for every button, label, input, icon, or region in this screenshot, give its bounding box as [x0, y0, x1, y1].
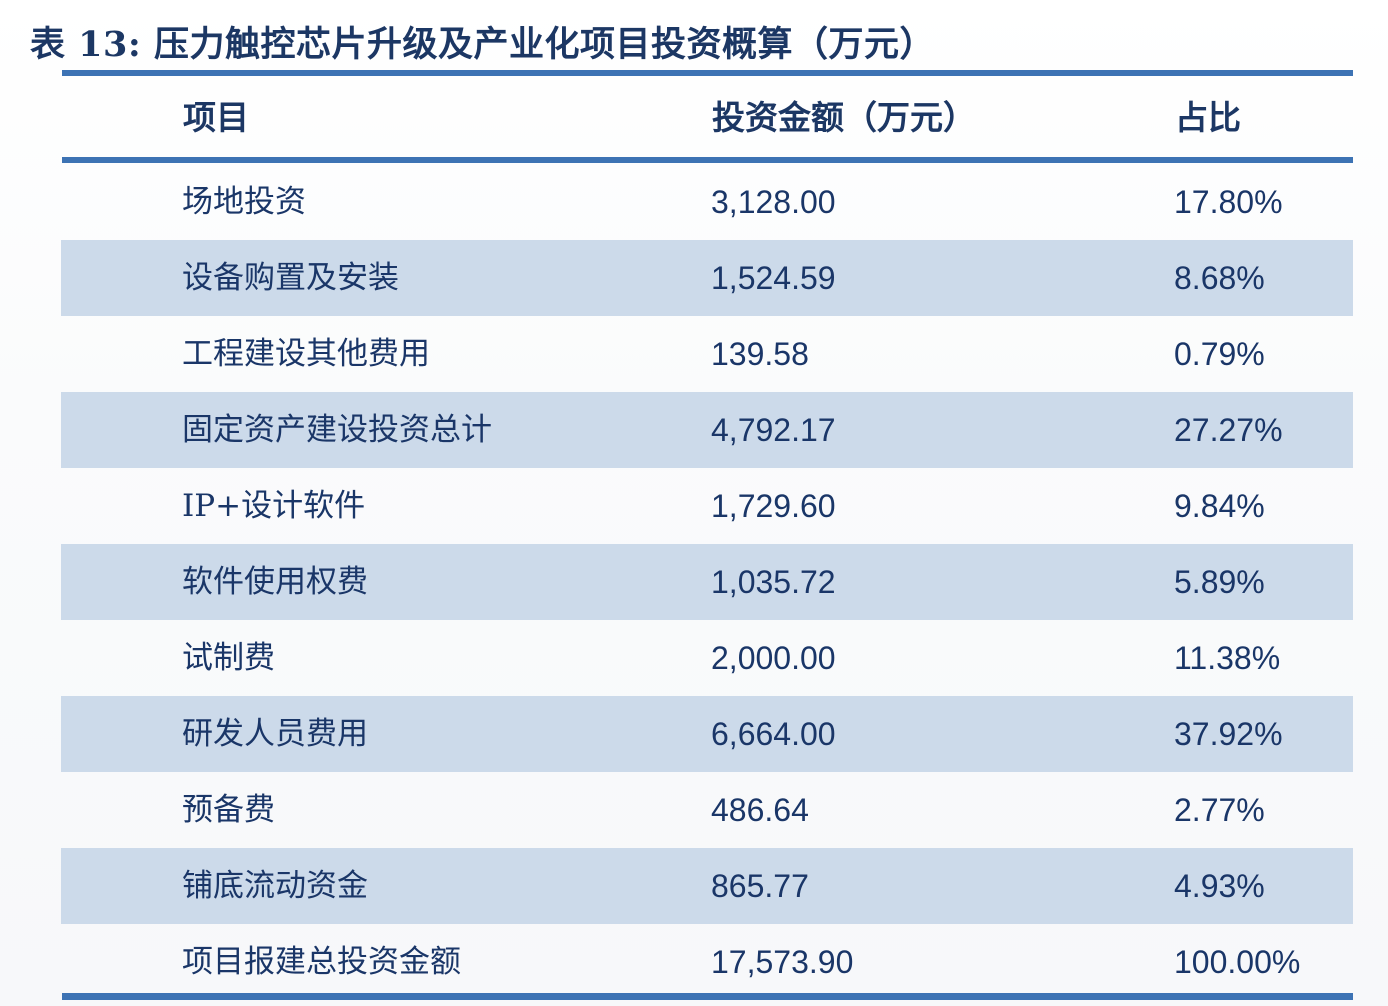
cell-investment-amount: 1,729.60: [711, 488, 836, 524]
table-row: 研发人员费用 6,664.00 37.92%: [61, 696, 1353, 772]
cell-investment-amount: 6,664.00: [711, 716, 836, 752]
cell-item-name: 研发人员费用: [182, 716, 368, 752]
table-row: 预备费 486.64 2.77%: [61, 772, 1353, 848]
cell-ratio-percent: 11.38%: [1174, 640, 1281, 676]
cell-ratio-percent: 2.77%: [1174, 792, 1265, 828]
table-body: 场地投资 3,128.00 17.80% 设备购置及安装 1,524.59 8.68% 工程…: [61, 164, 1353, 1000]
cell-investment-amount: 3,128.00: [711, 184, 836, 220]
cell-item-name: 铺底流动资金: [182, 868, 368, 904]
cell-investment-amount: 17,573.90: [711, 944, 854, 980]
table-row: 固定资产建设投资总计 4,792.17 27.27%: [61, 392, 1353, 468]
cell-investment-amount: 865.77: [711, 868, 809, 904]
cell-ratio-percent: 100.00%: [1174, 944, 1301, 980]
rule-top: [62, 70, 1353, 76]
cell-investment-amount: 486.64: [711, 792, 809, 828]
cell-item-name: 场地投资: [182, 184, 306, 220]
table-row: 设备购置及安装 1,524.59 8.68%: [61, 240, 1353, 316]
cell-investment-amount: 2,000.00: [711, 640, 836, 676]
cell-ratio-percent: 9.84%: [1174, 488, 1265, 524]
cell-item-name: 项目报建总投资金额: [182, 944, 461, 980]
table-row: 工程建设其他费用 139.58 0.79%: [61, 316, 1353, 392]
cell-item-name: 软件使用权费: [182, 564, 368, 600]
cell-item-name: IP+设计软件: [182, 488, 366, 524]
cell-ratio-percent: 8.68%: [1174, 260, 1265, 296]
cell-investment-amount: 1,035.72: [711, 564, 836, 600]
rule-header-separator: [62, 157, 1353, 163]
table-row: 项目报建总投资金额 17,573.90 100.00%: [61, 924, 1353, 1000]
table-row: IP+设计软件 1,729.60 9.84%: [61, 468, 1353, 544]
table-header-row: 项目 投资金额（万元） 占比: [62, 88, 1353, 154]
cell-investment-amount: 139.58: [711, 336, 809, 372]
rule-bottom: [62, 993, 1353, 1000]
table-row: 铺底流动资金 865.77 4.93%: [61, 848, 1353, 924]
table-row: 场地投资 3,128.00 17.80%: [61, 164, 1353, 240]
cell-ratio-percent: 17.80%: [1174, 184, 1283, 220]
cell-item-name: 设备购置及安装: [182, 260, 399, 296]
cell-investment-amount: 1,524.59: [711, 260, 836, 296]
column-header-ratio: 占比: [1175, 98, 1241, 137]
cell-ratio-percent: 27.27%: [1174, 412, 1283, 448]
table-row: 试制费 2,000.00 11.38%: [61, 620, 1353, 696]
cell-ratio-percent: 4.93%: [1174, 868, 1265, 904]
cell-investment-amount: 4,792.17: [711, 412, 836, 448]
column-header-amount: 投资金额（万元）: [712, 98, 976, 137]
column-header-item: 项目: [183, 98, 249, 137]
cell-ratio-percent: 37.92%: [1174, 716, 1283, 752]
cell-ratio-percent: 5.89%: [1174, 564, 1265, 600]
cell-item-name: 预备费: [182, 792, 275, 828]
cell-ratio-percent: 0.79%: [1174, 336, 1265, 372]
cell-item-name: 试制费: [182, 640, 275, 676]
cell-item-name: 工程建设其他费用: [182, 336, 430, 372]
page-title: 表 13: 压力触控芯片升级及产业化项目投资概算（万元）: [30, 24, 935, 65]
table-row: 软件使用权费 1,035.72 5.89%: [61, 544, 1353, 620]
cell-item-name: 固定资产建设投资总计: [182, 412, 492, 448]
